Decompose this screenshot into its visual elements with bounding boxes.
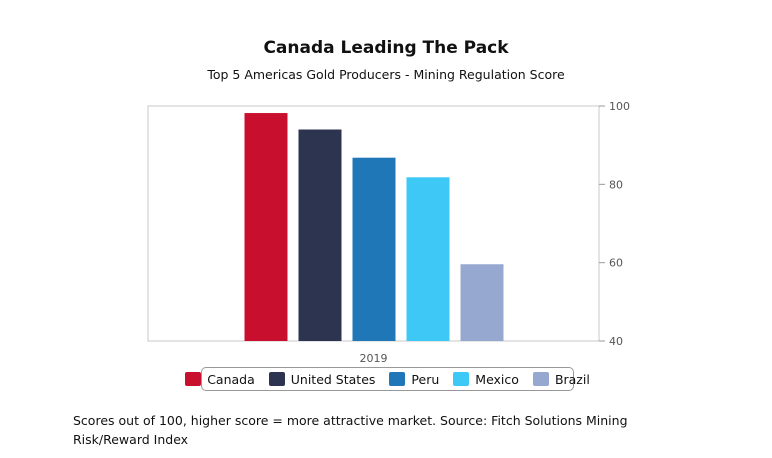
y-tick-label: 40 [609, 335, 623, 348]
legend-item-brazil[interactable]: Brazil [532, 371, 590, 387]
legend-label: Brazil [554, 371, 590, 387]
y-tick-label: 80 [609, 178, 623, 191]
y-tick-label: 60 [609, 257, 623, 270]
legend-item-united-states[interactable]: United States [268, 371, 376, 387]
legend-swatch [453, 372, 470, 386]
chart-footnote: Scores out of 100, higher score = more a… [73, 413, 628, 447]
bar-peru[interactable] [352, 157, 396, 341]
y-tick-label: 100 [609, 100, 630, 113]
x-axis: 2019 [360, 352, 388, 365]
chart-legend: Canada United States Peru Mexico Brazil [185, 367, 590, 391]
legend-label: Peru [411, 371, 440, 387]
legend-swatch [185, 372, 202, 386]
x-tick-label: 2019 [360, 352, 388, 365]
y-axis: 40 60 80 100 [599, 100, 630, 348]
bar-canada[interactable] [244, 113, 288, 341]
legend-item-mexico[interactable]: Mexico [453, 372, 519, 387]
bars [244, 113, 504, 342]
chart-subtitle: Top 5 Americas Gold Producers - Mining R… [207, 67, 565, 82]
bar-brazil[interactable] [460, 264, 504, 341]
legend-label: United States [290, 371, 376, 387]
legend-swatch [268, 372, 285, 386]
bar-united-states[interactable] [298, 129, 342, 342]
bar-mexico[interactable] [406, 177, 450, 341]
legend-item-canada[interactable]: Canada [185, 372, 255, 387]
legend-swatch [389, 372, 406, 386]
bar-chart: 40 60 80 100 2019 [147, 100, 630, 365]
legend-item-peru[interactable]: Peru [389, 372, 439, 387]
legend-swatch [532, 372, 549, 386]
chart-title: Canada Leading The Pack [263, 38, 509, 58]
legend-label: Canada [207, 371, 255, 387]
legend-label: Mexico [475, 371, 519, 387]
